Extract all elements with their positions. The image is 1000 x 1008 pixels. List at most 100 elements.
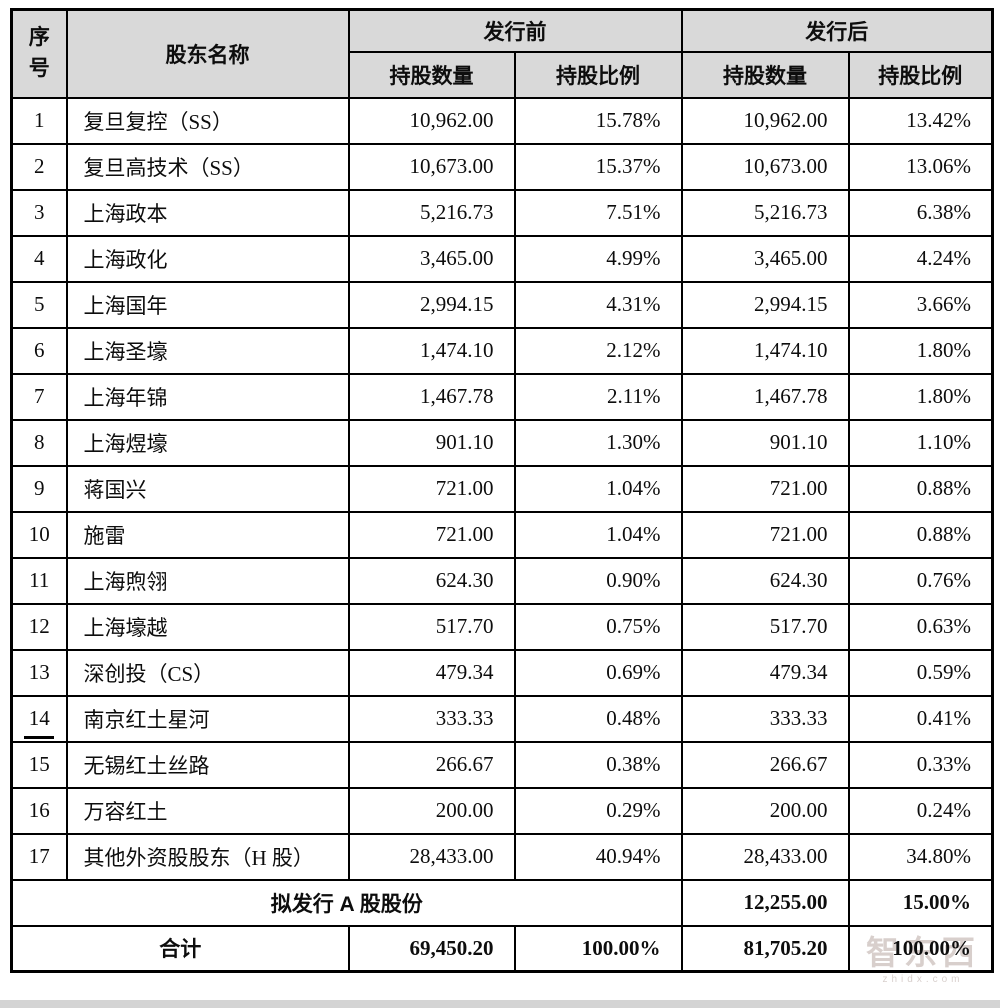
total-pre-pct: 100.00% [513,924,683,973]
row-no: 5 [10,280,68,329]
post-qty: 10,673.00 [680,142,850,191]
header-post-pct: 持股比例 [847,50,994,99]
pre-pct: 2.12% [513,326,683,375]
post-qty: 2,994.15 [680,280,850,329]
row-no: 11 [10,556,68,605]
post-qty: 5,216.73 [680,188,850,237]
post-qty: 624.30 [680,556,850,605]
post-qty: 266.67 [680,740,850,789]
shareholder-name: 上海政化 [65,234,350,283]
table-header: 序号 股东名称 发行前 发行后 持股数量 持股比例 持股数量 持股比例 [10,8,994,99]
shareholder-name: 复旦复控（SS） [65,96,350,145]
post-qty: 200.00 [680,786,850,835]
row-no: 10 [10,510,68,559]
post-qty: 333.33 [680,694,850,743]
pre-qty: 1,474.10 [347,326,516,375]
post-pct: 0.76% [847,556,994,605]
table-row: 6 上海圣壕 1,474.10 2.12% 1,474.10 1.80% [10,326,994,375]
pre-pct: 1.04% [513,464,683,513]
pre-pct: 1.30% [513,418,683,467]
shareholder-name: 蒋国兴 [65,464,350,513]
shareholder-name: 复旦高技术（SS） [65,142,350,191]
table-row: 2 复旦高技术（SS） 10,673.00 15.37% 10,673.00 1… [10,142,994,191]
pre-qty: 721.00 [347,464,516,513]
post-pct: 34.80% [847,832,994,881]
pre-pct: 0.90% [513,556,683,605]
pre-pct: 4.99% [513,234,683,283]
post-qty: 1,474.10 [680,326,850,375]
post-pct: 13.06% [847,142,994,191]
planned-issue-label: 拟发行 A 股股份 [10,878,683,927]
row-no: 3 [10,188,68,237]
table-row: 3 上海政本 5,216.73 7.51% 5,216.73 6.38% [10,188,994,237]
row-no: 16 [10,786,68,835]
shareholder-name: 万容红土 [65,786,350,835]
shareholder-name: 其他外资股股东（H 股） [65,832,350,881]
post-pct: 0.33% [847,740,994,789]
row-no: 2 [10,142,68,191]
row-no: 15 [10,740,68,789]
pre-pct: 7.51% [513,188,683,237]
table-row: 5 上海国年 2,994.15 4.31% 2,994.15 3.66% [10,280,994,329]
pre-qty: 10,673.00 [347,142,516,191]
post-pct: 3.66% [847,280,994,329]
header-group-row: 序号 股东名称 发行前 发行后 [10,8,994,99]
pre-qty: 200.00 [347,786,516,835]
total-label: 合计 [10,924,350,973]
row-no: 1 [10,96,68,145]
shareholder-name: 上海年锦 [65,372,350,421]
pre-qty: 721.00 [347,510,516,559]
planned-post-qty: 12,255.00 [680,878,850,927]
shareholder-name: 上海国年 [65,280,350,329]
post-pct: 4.24% [847,234,994,283]
pre-qty: 624.30 [347,556,516,605]
table-row: 8 上海煜壕 901.10 1.30% 901.10 1.10% [10,418,994,467]
pre-qty: 517.70 [347,602,516,651]
pre-pct: 1.04% [513,510,683,559]
post-pct: 0.41% [847,694,994,743]
shareholder-name: 施雷 [65,510,350,559]
table-row: 7 上海年锦 1,467.78 2.11% 1,467.78 1.80% [10,372,994,421]
table-row: 17 其他外资股股东（H 股） 28,433.00 40.94% 28,433.… [10,832,994,881]
total-row: 合计 69,450.20 100.00% 81,705.20 100.00% [10,924,994,973]
planned-post-pct: 15.00% [847,878,994,927]
bottom-edge-strip [0,1000,1000,1008]
table-row: 9 蒋国兴 721.00 1.04% 721.00 0.88% [10,464,994,513]
shareholder-table: 序号 股东名称 发行前 发行后 持股数量 持股比例 持股数量 持股比例 1 复旦… [10,8,994,973]
shareholder-name: 南京红土星河 [65,694,350,743]
row-no: 9 [10,464,68,513]
pre-qty: 1,467.78 [347,372,516,421]
shareholder-name: 深创投（CS） [65,648,350,697]
shareholder-name: 无锡红土丝路 [65,740,350,789]
post-qty: 1,467.78 [680,372,850,421]
row-no: 8 [10,418,68,467]
post-qty: 3,465.00 [680,234,850,283]
row-no: 7 [10,372,68,421]
row-no: 6 [10,326,68,375]
table-row: 16 万容红土 200.00 0.29% 200.00 0.24% [10,786,994,835]
shareholder-name: 上海煜壕 [65,418,350,467]
watermark-domain: zhidx.com [882,974,964,985]
shareholder-table-container: 序号 股东名称 发行前 发行后 持股数量 持股比例 持股数量 持股比例 1 复旦… [10,8,994,973]
pre-pct: 4.31% [513,280,683,329]
header-serial-no: 序号 [10,8,68,99]
shareholder-name: 上海壕越 [65,602,350,651]
pre-qty: 5,216.73 [347,188,516,237]
post-qty: 28,433.00 [680,832,850,881]
pre-pct: 0.29% [513,786,683,835]
pre-pct: 0.38% [513,740,683,789]
table-row: 10 施雷 721.00 1.04% 721.00 0.88% [10,510,994,559]
total-pre-qty: 69,450.20 [347,924,516,973]
table-row: 13 深创投（CS） 479.34 0.69% 479.34 0.59% [10,648,994,697]
header-pre-issue-group: 发行前 [347,8,683,53]
post-qty: 10,962.00 [680,96,850,145]
row-no: 17 [10,832,68,881]
row-no: 4 [10,234,68,283]
post-pct: 13.42% [847,96,994,145]
post-pct: 0.88% [847,464,994,513]
post-qty: 721.00 [680,510,850,559]
table-row: 15 无锡红土丝路 266.67 0.38% 266.67 0.33% [10,740,994,789]
pre-qty: 266.67 [347,740,516,789]
post-qty: 479.34 [680,648,850,697]
total-post-pct: 100.00% [847,924,994,973]
